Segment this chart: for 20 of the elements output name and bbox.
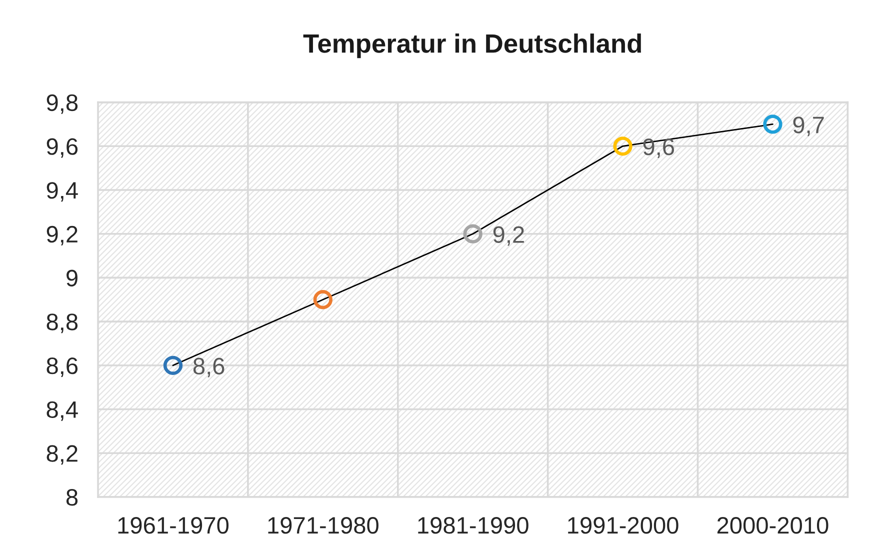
data-label: 8,6 <box>193 358 224 378</box>
y-tick-label: 9,2 <box>46 226 78 246</box>
y-tick-label: 9 <box>66 270 78 286</box>
x-tick-label: 1981-1990 <box>418 517 528 534</box>
y-tick-label: 9,6 <box>46 138 78 158</box>
x-tick-label: 1961-1970 <box>118 517 229 534</box>
x-tick-label: 2000-2010 <box>717 517 828 534</box>
y-tick-label: 8,6 <box>46 357 78 377</box>
data-label: 9,2 <box>493 226 524 246</box>
y-tick-label: 9,8 <box>46 94 78 114</box>
y-tick-label: 8 <box>66 489 78 506</box>
y-tick-label: 8,8 <box>46 314 78 334</box>
y-tick-label: 8,4 <box>46 401 78 421</box>
x-tick-label: 1991-2000 <box>568 517 678 534</box>
data-label: 9,6 <box>643 138 674 158</box>
chart-title: Temperatur in Deutschland <box>303 34 641 58</box>
y-tick-label: 9,4 <box>46 182 78 202</box>
y-tick-label: 8,2 <box>46 445 78 465</box>
data-label: 9,7 <box>793 116 824 136</box>
x-tick-label: 1971-1980 <box>268 517 378 534</box>
